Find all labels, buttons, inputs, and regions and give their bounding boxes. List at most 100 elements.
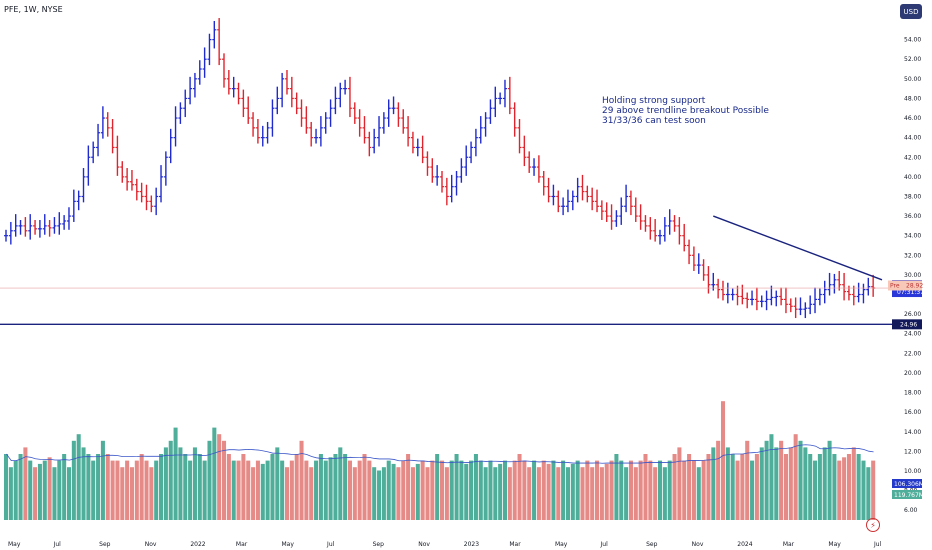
trend-lines [0,215,892,326]
price-tick-label: 22.00 [904,350,921,357]
volume-bar [551,460,556,520]
time-tick-label: May [8,541,21,548]
volume-bar [648,460,653,520]
volume-bar [231,460,236,520]
annotation-line: 29 above trendline breakout Possible [602,106,769,116]
volume-bar [614,454,619,520]
price-tick-label: 18.00 [904,390,921,397]
price-tick-label: 26.00 [904,311,921,318]
volume-bar [735,460,740,520]
volume-bar [546,463,551,520]
currency-button[interactable]: USD [900,4,922,19]
volume-bar [42,460,47,520]
volume-bar [556,467,561,520]
volume-bar [604,463,609,520]
volume-bar [832,454,837,520]
volume-bar [444,467,449,520]
time-tick-label: Jul [326,541,335,548]
time-tick-label: Nov [418,541,430,548]
tradingview-logo-icon: ⚡ [866,518,880,532]
time-tick-label: May [555,541,568,548]
volume-bar [740,454,745,520]
volume-bar [817,454,822,520]
price-tick-label: 50.00 [904,76,921,83]
price-tick-label: 38.00 [904,193,921,200]
volume-bar [866,467,871,520]
time-tick-label: May [281,541,294,548]
volume-bar [861,460,866,520]
volume-bar [541,460,546,520]
time-tick-label: Sep [646,541,658,548]
trendline [713,215,883,281]
volume-bar [125,460,130,520]
volume-bar [86,454,91,520]
volume-bar [454,454,459,520]
volume-bar [754,454,759,520]
pre-market-label: Pre [890,282,900,289]
volume-bar [851,447,856,520]
volume-bar [575,460,580,520]
volume-bar [469,460,474,520]
volume-bar [367,460,372,520]
volume-bar [609,460,614,520]
price-tick-label: 48.00 [904,95,921,102]
volume-bar [696,467,701,520]
volume-bar [561,460,566,520]
volume-bar [793,434,798,520]
volume-bar [100,440,105,520]
volume-bar [314,460,319,520]
volume-bar [343,454,348,520]
volume-bar [808,454,813,520]
price-tick-label: 44.00 [904,135,921,142]
volume-bar [720,401,726,520]
volume-bar [590,467,595,520]
volume-bar [701,460,706,520]
time-tick-label: Mar [783,541,795,548]
volume-bar [386,460,391,520]
volume-bar [769,434,774,520]
volume-bar [309,467,314,520]
volume-bar [192,447,197,520]
volume-bar [347,460,352,520]
volume-bar [381,467,386,520]
time-tick-label: 2024 [737,541,752,548]
volume-badge [892,479,922,488]
volume-bar [212,427,217,520]
time-tick-label: Sep [373,541,385,548]
volume-bar [425,467,430,520]
pre-market-badge [888,280,922,291]
volume-bar [159,454,164,520]
volume-bar [624,467,629,520]
volume-bar [750,460,755,520]
volume-bar [488,460,493,520]
volume-bar [120,467,125,520]
volume-bar [570,463,575,520]
volume-bar [459,460,464,520]
volume-bar [328,457,333,520]
volume-bar [318,454,323,520]
volume-bar [813,460,818,520]
volume-bar [81,447,86,520]
volume-bar [71,440,76,520]
support-badge [892,319,922,330]
volume-bar [372,467,377,520]
volume-bar [255,460,260,520]
volume-bar [134,460,139,520]
price-bars [4,18,876,319]
volume-bar [846,454,851,520]
price-tick-label: 52.00 [904,56,921,63]
volume-bar [706,454,711,520]
price-tick-label: 40.00 [904,174,921,181]
volume-bar [236,460,241,520]
volume-bar [149,467,154,520]
volume-bar [18,454,23,520]
volume-bar [643,454,648,520]
volume-bar [507,467,512,520]
volume-bar [430,460,435,520]
support-badge-text: 24.96 [900,321,917,328]
price-tick-label: 30.00 [904,272,921,279]
volume-bar [251,467,256,520]
volume-bar [110,460,115,520]
